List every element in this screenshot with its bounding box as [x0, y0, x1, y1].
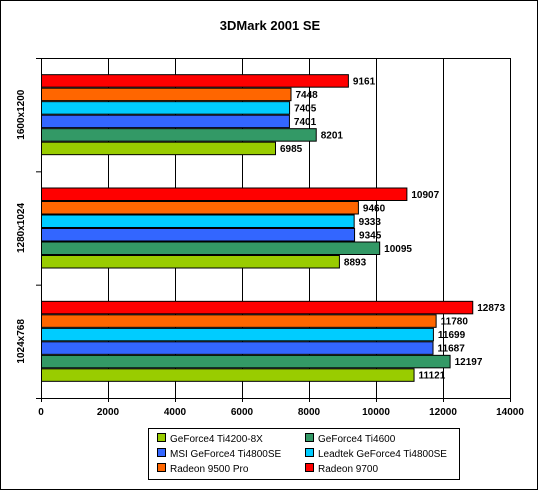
- data-label: 12873: [477, 303, 505, 314]
- bar: [41, 87, 292, 102]
- data-label: 7405: [294, 103, 317, 114]
- bar: [41, 300, 474, 315]
- x-tick-label: 0: [38, 407, 44, 418]
- legend-item: Radeon 9700: [305, 463, 378, 476]
- data-label: 9345: [359, 230, 382, 241]
- bar: [41, 214, 355, 228]
- x-tick-label: 14000: [496, 407, 524, 418]
- data-label: 11687: [438, 344, 466, 355]
- legend-item: Leadtek GeForce4 Ti4800SE: [305, 448, 447, 461]
- bar: [41, 255, 340, 269]
- bar: [41, 354, 451, 369]
- chart-title: 3DMark 2001 SE: [220, 18, 321, 33]
- bar: [41, 74, 349, 88]
- legend-item: Radeon 9500 Pro: [157, 463, 248, 476]
- x-tick-label: 2000: [97, 407, 120, 418]
- data-label: 10095: [384, 244, 412, 255]
- data-label: 9460: [363, 203, 386, 214]
- legend-item: GeForce4 Ti4200-8X: [157, 433, 263, 446]
- bar: [41, 114, 290, 129]
- bar: [41, 128, 317, 142]
- legend-swatch: [157, 433, 166, 442]
- legend-swatch: [305, 433, 314, 442]
- bar: [41, 368, 415, 382]
- legend-label: Radeon 9500 Pro: [170, 464, 249, 475]
- bar: [41, 201, 359, 215]
- data-label: 9333: [359, 217, 382, 228]
- data-label: 8893: [344, 257, 367, 268]
- data-label: 11699: [438, 330, 466, 341]
- bar: [41, 187, 408, 201]
- data-label: 11121: [419, 371, 446, 382]
- data-label: 12197: [455, 357, 483, 368]
- x-tick-label: 10000: [362, 407, 390, 418]
- data-label: 11780: [441, 317, 469, 328]
- legend: GeForce4 Ti4200-8X GeForce4 Ti4600 MSI G…: [148, 428, 460, 480]
- bar: [41, 314, 437, 328]
- legend-label: GeForce4 Ti4200-8X: [170, 434, 263, 445]
- legend-item: GeForce4 Ti4600: [305, 433, 395, 446]
- legend-item: MSI GeForce4 Ti4800SE: [157, 448, 281, 461]
- legend-label: Leadtek GeForce4 Ti4800SE: [318, 449, 447, 460]
- x-tick-label: 12000: [429, 407, 457, 418]
- data-label: 7448: [296, 90, 319, 101]
- bar: [41, 228, 356, 242]
- bar: [41, 101, 291, 115]
- bar: [41, 327, 434, 342]
- category-label: 1600x1200: [16, 89, 27, 139]
- legend-label: GeForce4 Ti4600: [318, 434, 396, 445]
- bar: [41, 341, 434, 355]
- legend-swatch: [157, 448, 166, 457]
- legend-swatch: [305, 448, 314, 457]
- x-tick-label: 8000: [298, 407, 321, 418]
- bar: [41, 141, 276, 156]
- legend-swatch: [157, 463, 166, 472]
- legend-swatch: [305, 463, 314, 472]
- x-tick-label: 4000: [164, 407, 187, 418]
- category-label: 1280x1024: [16, 203, 27, 253]
- bar: [41, 241, 381, 255]
- data-label: 10907: [411, 190, 439, 201]
- x-tick-label: 6000: [231, 407, 254, 418]
- data-label: 6985: [280, 144, 303, 155]
- data-label: 8201: [321, 130, 344, 141]
- category-label: 1024x768: [16, 319, 27, 364]
- data-label: 7401: [294, 117, 317, 128]
- legend-label: MSI GeForce4 Ti4800SE: [170, 449, 282, 460]
- data-label: 9161: [353, 76, 376, 87]
- legend-label: Radeon 9700: [318, 464, 379, 475]
